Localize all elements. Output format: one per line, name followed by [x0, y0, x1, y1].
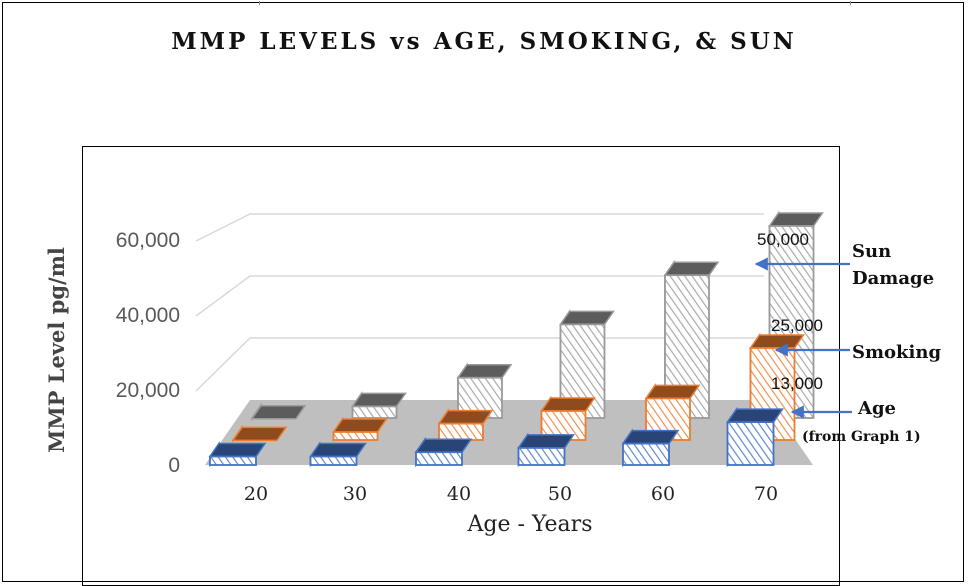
y-axis-label: MMP Level pg/ml: [44, 247, 69, 453]
bar-age: [414, 436, 473, 468]
bar-age: [517, 432, 575, 468]
data-labels: 50,000 25,000 13,000: [757, 230, 823, 393]
bar-front: [209, 455, 257, 466]
bar-front: [351, 405, 398, 419]
bar-front: [438, 422, 484, 441]
top-crop-line: [259, 1, 851, 5]
gridline: [195, 275, 764, 317]
bar-top: [351, 392, 407, 408]
bar-age: [621, 428, 680, 468]
y-tick-label: 40,000: [116, 304, 180, 327]
bar-age: [208, 441, 267, 468]
annotation-text: Damage: [852, 268, 934, 289]
bar-top: [437, 409, 494, 425]
x-tick-label: 50: [548, 483, 572, 505]
bar-top: [332, 418, 388, 433]
bar-top: [540, 397, 596, 412]
bar-top: [644, 384, 701, 400]
annotation-text: (from Graph 1): [802, 429, 921, 445]
bar-top: [517, 434, 575, 449]
bar-top: [749, 334, 805, 349]
x-tick-label: 40: [447, 483, 471, 505]
data-label: 25,000: [771, 316, 823, 335]
bar-top: [663, 261, 720, 276]
bar-sun: [351, 390, 407, 421]
bar-top: [456, 363, 513, 379]
x-ticks: 20 30 40 50 60 70: [244, 483, 778, 505]
y-ticks: 0 20,000 40,000 60,000: [116, 229, 180, 477]
bar-age: [726, 406, 784, 468]
bar-front: [309, 455, 358, 466]
bar-front: [622, 442, 670, 466]
bar-front: [726, 421, 775, 466]
y-tick-label: 20,000: [116, 379, 180, 402]
gridline: [195, 213, 764, 242]
bar-front: [415, 451, 463, 466]
bar-front: [332, 431, 379, 441]
y-tick-label: 0: [168, 454, 180, 477]
bar-top: [231, 426, 288, 442]
x-axis-label: Age - Years: [467, 512, 593, 537]
bar-top: [726, 408, 784, 423]
bar-top: [414, 438, 473, 453]
data-label: 50,000: [757, 230, 809, 249]
x-tick-label: 20: [244, 483, 268, 505]
x-tick-label: 60: [651, 483, 675, 505]
bar-smoking: [332, 416, 388, 443]
bar-top: [559, 310, 615, 326]
bar-top: [768, 212, 824, 227]
bars: [208, 210, 824, 468]
bar-top: [309, 442, 367, 458]
bar-top: [208, 442, 267, 458]
y-tick-label: 60,000: [116, 229, 180, 252]
bar-sun: [250, 402, 307, 422]
annotation-text: Age: [857, 398, 896, 419]
bar-smoking: [231, 424, 288, 443]
annotation-text: Sun: [852, 241, 891, 262]
annotation-text: Smoking: [852, 342, 941, 363]
chart-title: MMP LEVELS vs AGE, SMOKING, & SUN: [171, 28, 797, 55]
data-label: 13,000: [771, 374, 823, 393]
bar-sun: [456, 362, 513, 421]
bar-smoking: [437, 408, 494, 443]
x-tick-label: 30: [343, 483, 367, 505]
bar-front: [517, 446, 566, 466]
bar-top: [250, 404, 307, 420]
bar-top: [621, 429, 680, 445]
bar-age: [309, 441, 367, 468]
annotations: Sun Damage Smoking Age (from Graph 1): [754, 241, 941, 445]
x-tick-label: 70: [754, 483, 778, 505]
